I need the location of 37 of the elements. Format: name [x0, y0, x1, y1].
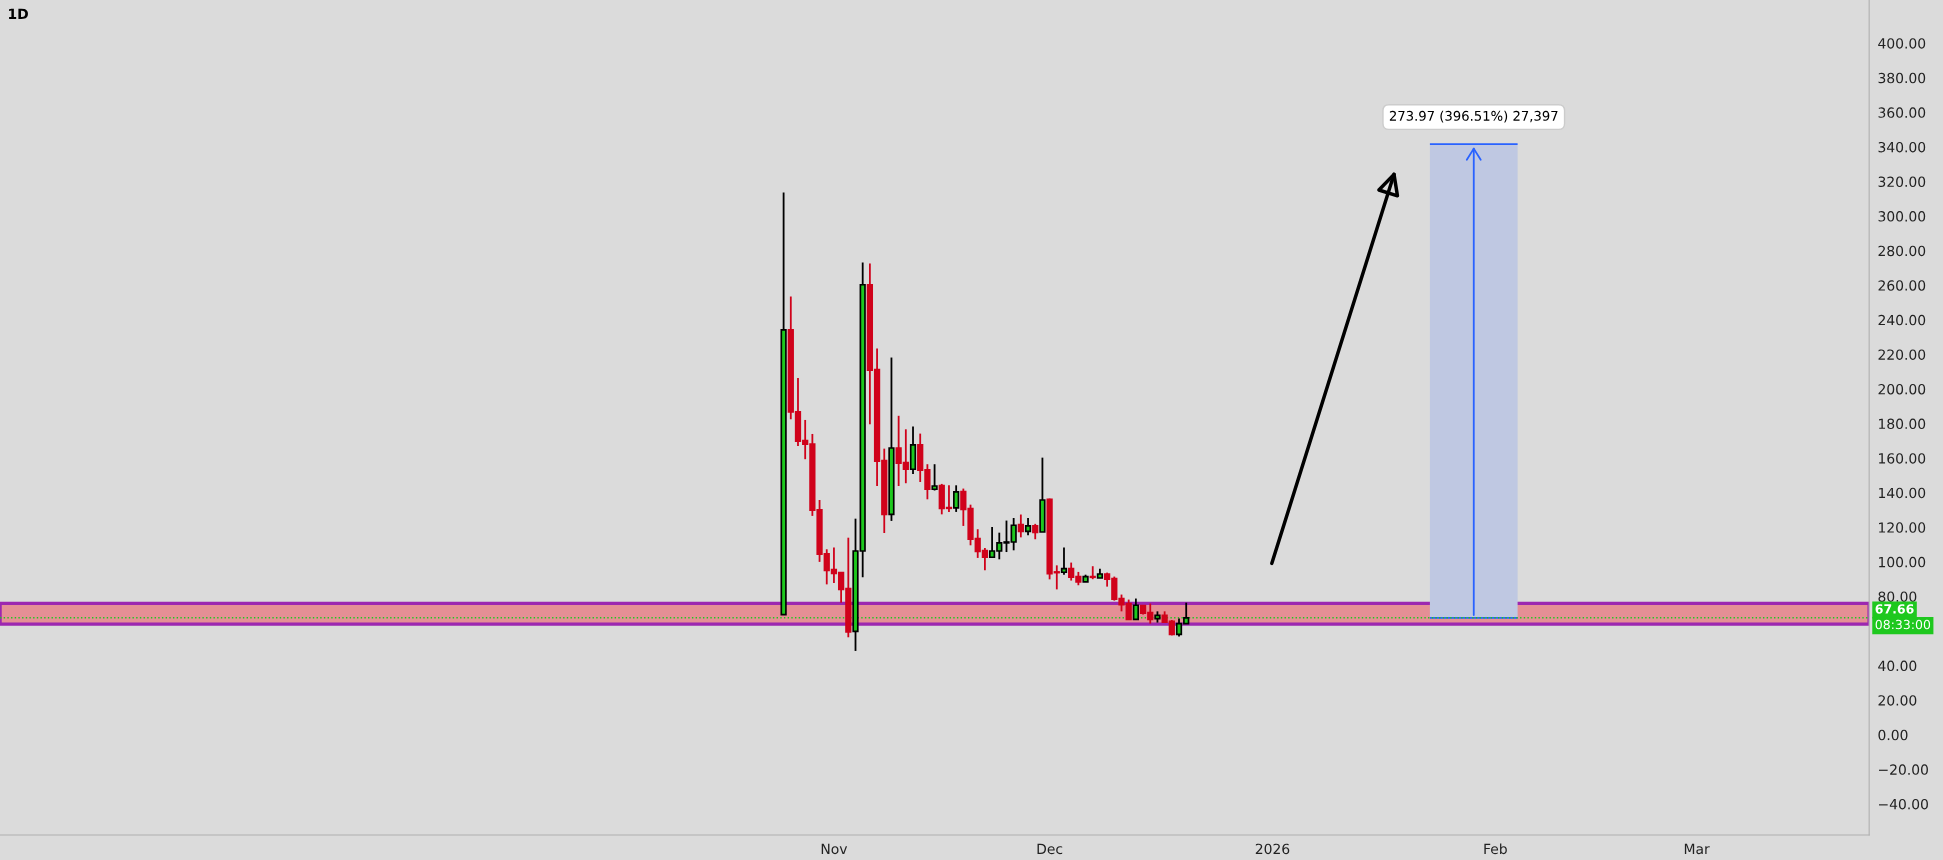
y-tick-label: 240.00	[1878, 314, 1926, 326]
y-tick-label: 220.00	[1878, 349, 1926, 360]
candlestick	[931, 463, 938, 492]
candlestick	[1060, 546, 1068, 576]
y-tick-label: 300.00	[1878, 211, 1926, 222]
candlestick	[1132, 597, 1140, 621]
x-tick-label: Mar	[1684, 843, 1710, 855]
y-tick-label: 140.00	[1879, 487, 1926, 499]
y-tick-label: 360.00	[1878, 107, 1926, 118]
y-tick-label: 100.00	[1879, 556, 1926, 568]
candlestick	[953, 484, 960, 513]
y-tick-label: 160.00	[1879, 453, 1926, 464]
y-tick-label: 120.00	[1879, 522, 1926, 533]
y-tick-label: 0.00	[1878, 729, 1908, 741]
y-tick-label: 180.00	[1879, 418, 1926, 430]
y-tick-label: 20.00	[1878, 695, 1917, 706]
x-tick-label: Nov	[821, 843, 848, 855]
ref-line-label: 67.66	[1875, 604, 1914, 614]
y-tick-label: 80.00	[1878, 591, 1917, 602]
y-tick-label: 380.00	[1878, 72, 1926, 84]
chart-title: 1D	[9, 8, 28, 19]
x-tick-label: Feb	[1484, 843, 1507, 855]
annotation: 273.97 (396.51%) 27,397	[1389, 110, 1558, 123]
y-tick-label: 320.00	[1878, 176, 1926, 188]
y-tick-label: 340.00	[1878, 141, 1926, 153]
y-tick-label: −40.00	[1878, 798, 1928, 810]
y-tick-label: −20.00	[1878, 764, 1928, 775]
candlestick	[1017, 513, 1024, 539]
y-tick-label: 200.00	[1878, 383, 1926, 395]
x-tick-label: 2026	[1255, 843, 1290, 855]
candlestick	[1089, 565, 1096, 581]
y-tick-label: 40.00	[1878, 660, 1917, 672]
text: 08:33:00	[1875, 619, 1931, 630]
x-tick-label: Dec	[1037, 843, 1063, 855]
y-tick-label: 260.00	[1878, 280, 1926, 291]
y-tick-label: 400.00	[1878, 38, 1926, 49]
y-tick-label: 280.00	[1878, 245, 1926, 257]
